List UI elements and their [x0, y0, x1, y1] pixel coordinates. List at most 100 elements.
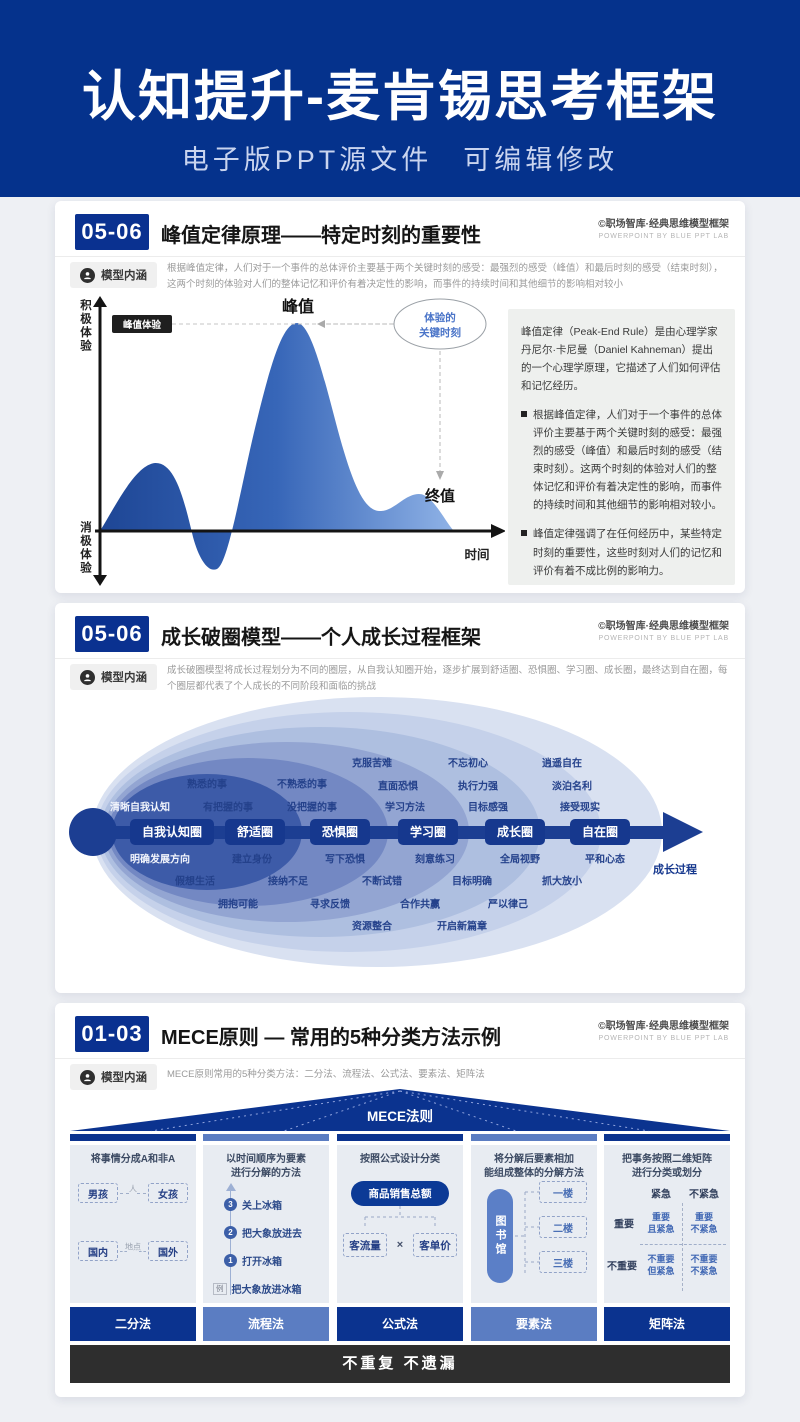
dichotomy-box: 女孩 — [148, 1183, 188, 1203]
ring-label: 有把握的事 — [203, 802, 253, 814]
model-section-label: 模型内涵 — [70, 262, 157, 288]
growth-arrow-origin-dot — [69, 808, 117, 856]
dichotomy-box: 男孩 — [78, 1183, 118, 1203]
ring-label: 寻求反馈 — [310, 899, 350, 911]
brand-line1: ©职场智库·经典思维模型框架 — [598, 1021, 729, 1032]
person-icon — [80, 1069, 95, 1085]
ring-label: 目标明确 — [452, 876, 492, 888]
divider — [55, 1058, 745, 1059]
ring-label: 写下恐惧 — [325, 854, 365, 866]
method-footer: 公式法 — [337, 1307, 463, 1341]
ring-label: 熟悉的事 — [187, 779, 227, 791]
mece-roof: MECE法则 — [70, 1089, 730, 1132]
column-title: 将事情分成A和非A — [90, 1154, 176, 1165]
ring-label: 明确发展方向 — [130, 854, 190, 866]
relation-label: 地点 — [125, 1242, 141, 1252]
column-topbar — [604, 1134, 730, 1141]
ring-label: 不熟悉的事 — [277, 779, 327, 791]
column-topbar — [337, 1134, 463, 1141]
matrix-divider — [640, 1244, 726, 1245]
column-title: 把事务按照二维矩阵 进行分类或划分 — [622, 1154, 712, 1179]
ring-label: 克服苦难 — [352, 758, 392, 770]
end-label: 终值 — [425, 487, 455, 505]
connector — [120, 1193, 129, 1194]
matrix-divider — [682, 1203, 683, 1291]
process-example: 例 把大象放进冰箱 — [213, 1281, 302, 1296]
ring-label: 开启新篇章 — [437, 921, 487, 933]
brand-line1: ©职场智库·经典思维模型框架 — [598, 219, 729, 230]
timeline-line — [230, 1191, 231, 1295]
step-number-icon: 2 — [224, 1226, 237, 1239]
connector — [139, 1251, 146, 1252]
dichotomy-box: 国内 — [78, 1241, 118, 1261]
peak-chip: 峰值体验 — [123, 319, 162, 331]
floor-box: 一楼 — [539, 1181, 587, 1203]
column-title: 将分解后要素相加 能组成整体的分解方法 — [484, 1154, 584, 1179]
method-footer: 二分法 — [70, 1307, 196, 1341]
column-title: 按照公式设计分类 — [360, 1154, 440, 1165]
ring-segment: 自我认知圈 — [129, 819, 215, 845]
mece-roof-label: MECE法则 — [367, 1108, 433, 1124]
divider — [55, 658, 745, 659]
matrix-cell: 重要 不紧急 — [690, 1212, 718, 1234]
ring-label: 淡泊名利 — [552, 781, 592, 793]
ring-label: 不断试错 — [362, 876, 402, 888]
column-body: 按照公式设计分类 商品销售总额 客流量 × 客单价 — [337, 1145, 463, 1303]
page-subtitle: 电子版PPT源文件 可编辑修改 — [181, 145, 619, 175]
brand-line2: POWERPOINT BY BLUE PPT LAB — [598, 233, 729, 240]
dichotomy-box: 国外 — [148, 1241, 188, 1261]
card-number-badge: 01-03 — [75, 1016, 149, 1052]
matrix-row-header: 不重要 — [607, 1261, 637, 1273]
panel-bullet-text: 峰值定律强调了在任何经历中，某些特定时刻的重要性，这些时刻对人们的记忆和评价有着… — [533, 528, 722, 577]
card-mece: 01-03 MECE原则 — 常用的5种分类方法示例 ©职场智库·经典思维模型框… — [55, 1003, 745, 1397]
matrix-cell: 不重要 但紧急 — [647, 1254, 675, 1276]
ring-label: 假想生活 — [175, 876, 215, 888]
model-section-text: 模型内涵 — [101, 1072, 147, 1084]
callout-line1: 体验的 — [424, 311, 456, 324]
ring-label: 拥抱可能 — [218, 899, 258, 911]
ring-label: 合作共赢 — [400, 899, 440, 911]
model-section-text: 模型内涵 — [101, 672, 147, 684]
element-connectors — [515, 1191, 539, 1273]
ring-label: 全局视野 — [500, 854, 540, 866]
ring-label: 学习方法 — [385, 802, 425, 814]
formula-factor-box: 客流量 — [343, 1233, 387, 1257]
model-description: 成长破圈模型将成长过程划分为不同的圈层，从自我认知圈开始，逐步扩展到舒适圈、恐惧… — [167, 665, 728, 693]
panel-intro: 峰值定律（Peak-End Rule）是由心理学家丹尼尔·卡尼曼（Daniel … — [521, 326, 721, 393]
model-description: MECE原则常用的5种分类方法：二分法、流程法、公式法、要素法、矩阵法 — [167, 1069, 485, 1080]
callout-line2: 关键时刻 — [419, 326, 461, 339]
peak-end-chart: 峰值体验 峰值 体验的 关键时刻 终值 时间 — [93, 296, 505, 586]
ring-label: 抓大放小 — [542, 876, 582, 888]
person-icon — [80, 267, 95, 283]
ring-label: 严以律己 — [488, 899, 528, 911]
column-body: 把事务按照二维矩阵 进行分类或划分 紧急 不紧急 重要 不重要 重要 且紧急 重要不… — [604, 1145, 730, 1303]
floor-box: 二楼 — [539, 1216, 587, 1238]
explanation-panel: 峰值定律（Peak-End Rule）是由心理学家丹尼尔·卡尼曼（Daniel … — [508, 309, 735, 585]
growth-process-label: 成长过程 — [653, 864, 697, 876]
ring-segment: 成长圈 — [484, 819, 546, 845]
model-description: 根据峰值定律，人们对于一个事件的总体评价主要基于两个关键时刻的感受：最强烈的感受… — [167, 263, 723, 291]
brand-mark: ©职场智库·经典思维模型框架 POWERPOINT BY BLUE PPT LA… — [598, 617, 729, 642]
ring-label: 不忘初心 — [448, 758, 488, 770]
model-section-label: 模型内涵 — [70, 664, 157, 690]
matrix-row-header: 重要 — [614, 1219, 634, 1231]
experience-curve — [100, 323, 453, 570]
panel-bullet: 根据峰值定律，人们对于一个事件的总体评价主要基于两个关键时刻的感受：最强烈的感受… — [521, 406, 722, 514]
x-axis-label: 时间 — [464, 547, 489, 562]
model-section-label: 模型内涵 — [70, 1064, 157, 1090]
column-topbar — [70, 1134, 196, 1141]
matrix-col-header: 紧急 — [651, 1189, 671, 1201]
relation-label: 人 — [129, 1184, 137, 1194]
method-footer: 矩阵法 — [604, 1307, 730, 1341]
floor-box: 三楼 — [539, 1251, 587, 1273]
matrix-col-header: 不紧急 — [689, 1189, 719, 1201]
ring-label: 建立身份 — [232, 854, 272, 866]
y-axis-top-label: 积极体验 — [79, 299, 91, 353]
divider — [55, 256, 745, 257]
ring-label: 刻意练习 — [415, 854, 455, 866]
ring-label: 没把握的事 — [287, 802, 337, 814]
card-peak-end-rule: 05-06 峰值定律原理——特定时刻的重要性 ©职场智库·经典思维模型框架 PO… — [55, 201, 745, 593]
example-tag: 例 — [213, 1282, 227, 1295]
ring-label: 接纳不足 — [268, 876, 308, 888]
ring-label: 资源整合 — [352, 921, 392, 933]
